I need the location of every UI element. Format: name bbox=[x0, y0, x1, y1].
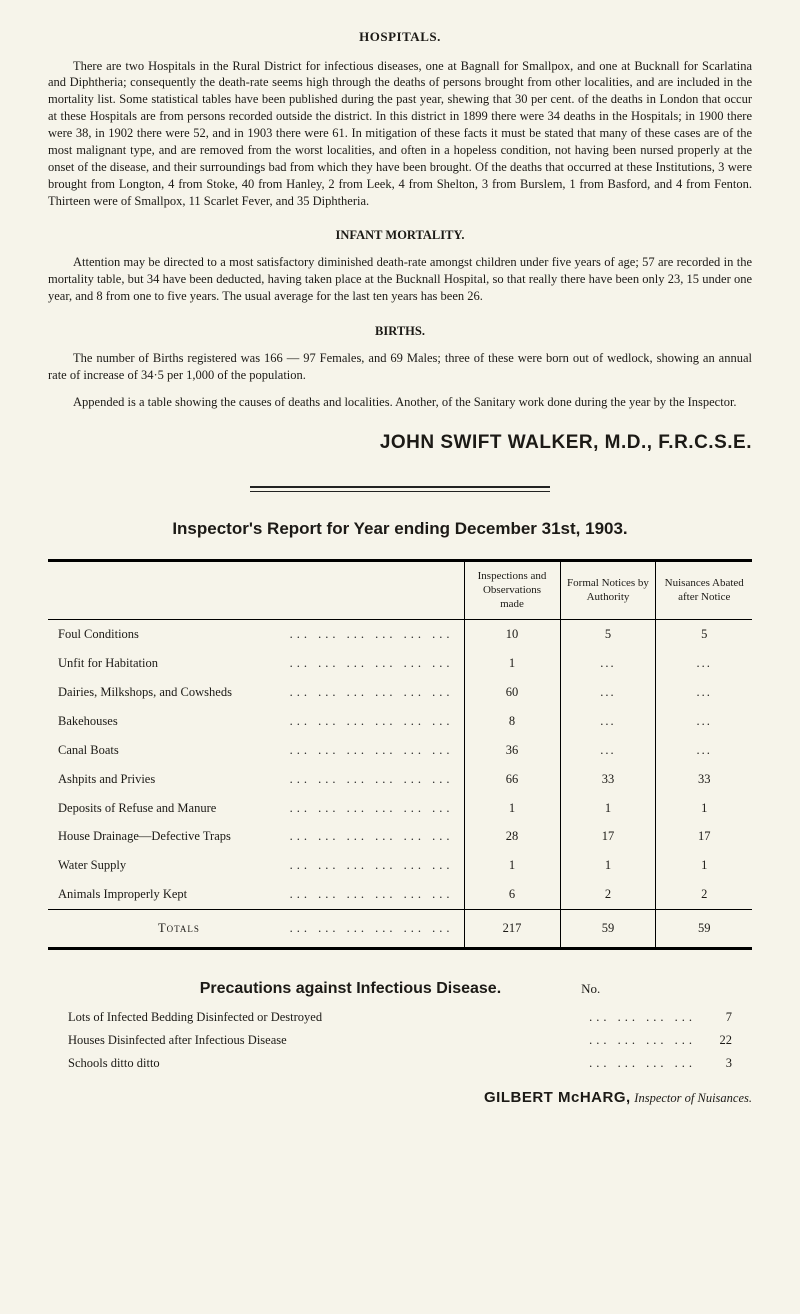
table-row: Canal Boats 36 ... ... bbox=[48, 736, 752, 765]
col-nuisances: Nuisances Abated after Notice bbox=[656, 561, 752, 620]
precautions-label: Schools ditto ditto bbox=[68, 1055, 160, 1072]
inspector-name: GILBERT McHARG, bbox=[484, 1089, 631, 1106]
leader-dots bbox=[322, 1009, 704, 1026]
table-header-row: Inspections and Observations made Formal… bbox=[48, 561, 752, 620]
precautions-no-label: No. bbox=[581, 980, 600, 998]
inspections-table: Inspections and Observations made Formal… bbox=[48, 559, 752, 950]
leader-dots bbox=[160, 1055, 704, 1072]
table-row: Dairies, Milkshops, and Cowsheds 60 ... … bbox=[48, 678, 752, 707]
cell: 1 bbox=[464, 851, 560, 880]
precautions-row: Houses Disinfected after Infectious Dise… bbox=[68, 1032, 732, 1049]
row-label: Ashpits and Privies bbox=[58, 771, 155, 788]
cell: 17 bbox=[560, 822, 656, 851]
births-paragraph-2: Appended is a table showing the causes o… bbox=[48, 394, 752, 411]
precautions-value: 3 bbox=[704, 1055, 732, 1072]
table-row: Ashpits and Privies 66 33 33 bbox=[48, 765, 752, 794]
row-label: Canal Boats bbox=[58, 742, 119, 759]
leader-dots bbox=[118, 713, 454, 730]
cell: 2 bbox=[560, 880, 656, 909]
precautions-label: Lots of Infected Bedding Disinfected or … bbox=[68, 1009, 322, 1026]
cell: 10 bbox=[464, 620, 560, 649]
cell: 1 bbox=[656, 851, 752, 880]
row-label: Deposits of Refuse and Manure bbox=[58, 800, 216, 817]
hospitals-heading: HOSPITALS. bbox=[48, 28, 752, 46]
table-row: Deposits of Refuse and Manure 1 1 1 bbox=[48, 794, 752, 823]
cell: 28 bbox=[464, 822, 560, 851]
leader-dots bbox=[155, 771, 453, 788]
cell: 1 bbox=[656, 794, 752, 823]
precautions-title: Precautions against Infectious Disease. bbox=[200, 978, 501, 1000]
infant-heading: INFANT MORTALITY. bbox=[48, 227, 752, 244]
row-label: Foul Conditions bbox=[58, 626, 139, 643]
cell: ... bbox=[560, 736, 656, 765]
leader-dots bbox=[200, 920, 454, 937]
births-heading: BIRTHS. bbox=[48, 323, 752, 340]
cell: 36 bbox=[464, 736, 560, 765]
row-label: Unfit for Habitation bbox=[58, 655, 158, 672]
cell: 1 bbox=[464, 649, 560, 678]
cell: 1 bbox=[464, 794, 560, 823]
infant-paragraph: Attention may be directed to a most sati… bbox=[48, 254, 752, 305]
divider-rule bbox=[250, 486, 550, 492]
precautions-row: Schools ditto ditto 3 bbox=[68, 1055, 732, 1072]
cell: 60 bbox=[464, 678, 560, 707]
leader-dots bbox=[139, 626, 454, 643]
cell: 66 bbox=[464, 765, 560, 794]
cell: 8 bbox=[464, 707, 560, 736]
col-notices: Formal Notices by Authority bbox=[560, 561, 656, 620]
leader-dots bbox=[216, 800, 453, 817]
cell: ... bbox=[656, 736, 752, 765]
leader-dots bbox=[119, 742, 454, 759]
cell: ... bbox=[656, 707, 752, 736]
author-signature: JOHN SWIFT WALKER, M.D., F.R.C.S.E. bbox=[48, 430, 752, 456]
cell: 6 bbox=[464, 880, 560, 909]
table-row: Animals Improperly Kept 6 2 2 bbox=[48, 880, 752, 909]
cell: ... bbox=[560, 707, 656, 736]
cell: 33 bbox=[656, 765, 752, 794]
leader-dots bbox=[231, 828, 454, 845]
cell: 33 bbox=[560, 765, 656, 794]
cell: 1 bbox=[560, 794, 656, 823]
cell: ... bbox=[656, 678, 752, 707]
cell: 5 bbox=[560, 620, 656, 649]
totals-cell: 217 bbox=[464, 910, 560, 949]
table-row: House Drainage—Defective Traps 28 17 17 bbox=[48, 822, 752, 851]
totals-cell: 59 bbox=[560, 910, 656, 949]
inspector-role: Inspector of Nuisances. bbox=[634, 1091, 752, 1105]
precautions-label: Houses Disinfected after Infectious Dise… bbox=[68, 1032, 287, 1049]
table-totals-row: Totals 217 59 59 bbox=[48, 910, 752, 949]
cell: 17 bbox=[656, 822, 752, 851]
row-label: Water Supply bbox=[58, 857, 126, 874]
totals-cell: 59 bbox=[656, 910, 752, 949]
precautions-value: 7 bbox=[704, 1009, 732, 1026]
cell: 5 bbox=[656, 620, 752, 649]
hospitals-paragraph: There are two Hospitals in the Rural Dis… bbox=[48, 58, 752, 210]
report-title: Inspector's Report for Year ending Decem… bbox=[48, 518, 752, 541]
row-label: Animals Improperly Kept bbox=[58, 886, 187, 903]
col-inspections: Inspections and Observations made bbox=[464, 561, 560, 620]
leader-dots bbox=[158, 655, 454, 672]
cell: ... bbox=[560, 649, 656, 678]
table-row: Bakehouses 8 ... ... bbox=[48, 707, 752, 736]
totals-label: Totals bbox=[158, 920, 200, 937]
cell: 2 bbox=[656, 880, 752, 909]
row-label: Dairies, Milkshops, and Cowsheds bbox=[58, 684, 232, 701]
cell: ... bbox=[560, 678, 656, 707]
cell: 1 bbox=[560, 851, 656, 880]
table-row: Unfit for Habitation 1 ... ... bbox=[48, 649, 752, 678]
table-row: Foul Conditions 10 5 5 bbox=[48, 620, 752, 649]
precautions-value: 22 bbox=[704, 1032, 732, 1049]
births-paragraph-1: The number of Births registered was 166 … bbox=[48, 350, 752, 384]
row-label: House Drainage—Defective Traps bbox=[58, 828, 231, 845]
inspector-signature: GILBERT McHARG, Inspector of Nuisances. bbox=[48, 1088, 752, 1108]
row-label: Bakehouses bbox=[58, 713, 118, 730]
leader-dots bbox=[287, 1032, 704, 1049]
leader-dots bbox=[126, 857, 453, 874]
precautions-row: Lots of Infected Bedding Disinfected or … bbox=[68, 1009, 732, 1026]
leader-dots bbox=[232, 684, 454, 701]
table-row: Water Supply 1 1 1 bbox=[48, 851, 752, 880]
leader-dots bbox=[187, 886, 453, 903]
cell: ... bbox=[656, 649, 752, 678]
